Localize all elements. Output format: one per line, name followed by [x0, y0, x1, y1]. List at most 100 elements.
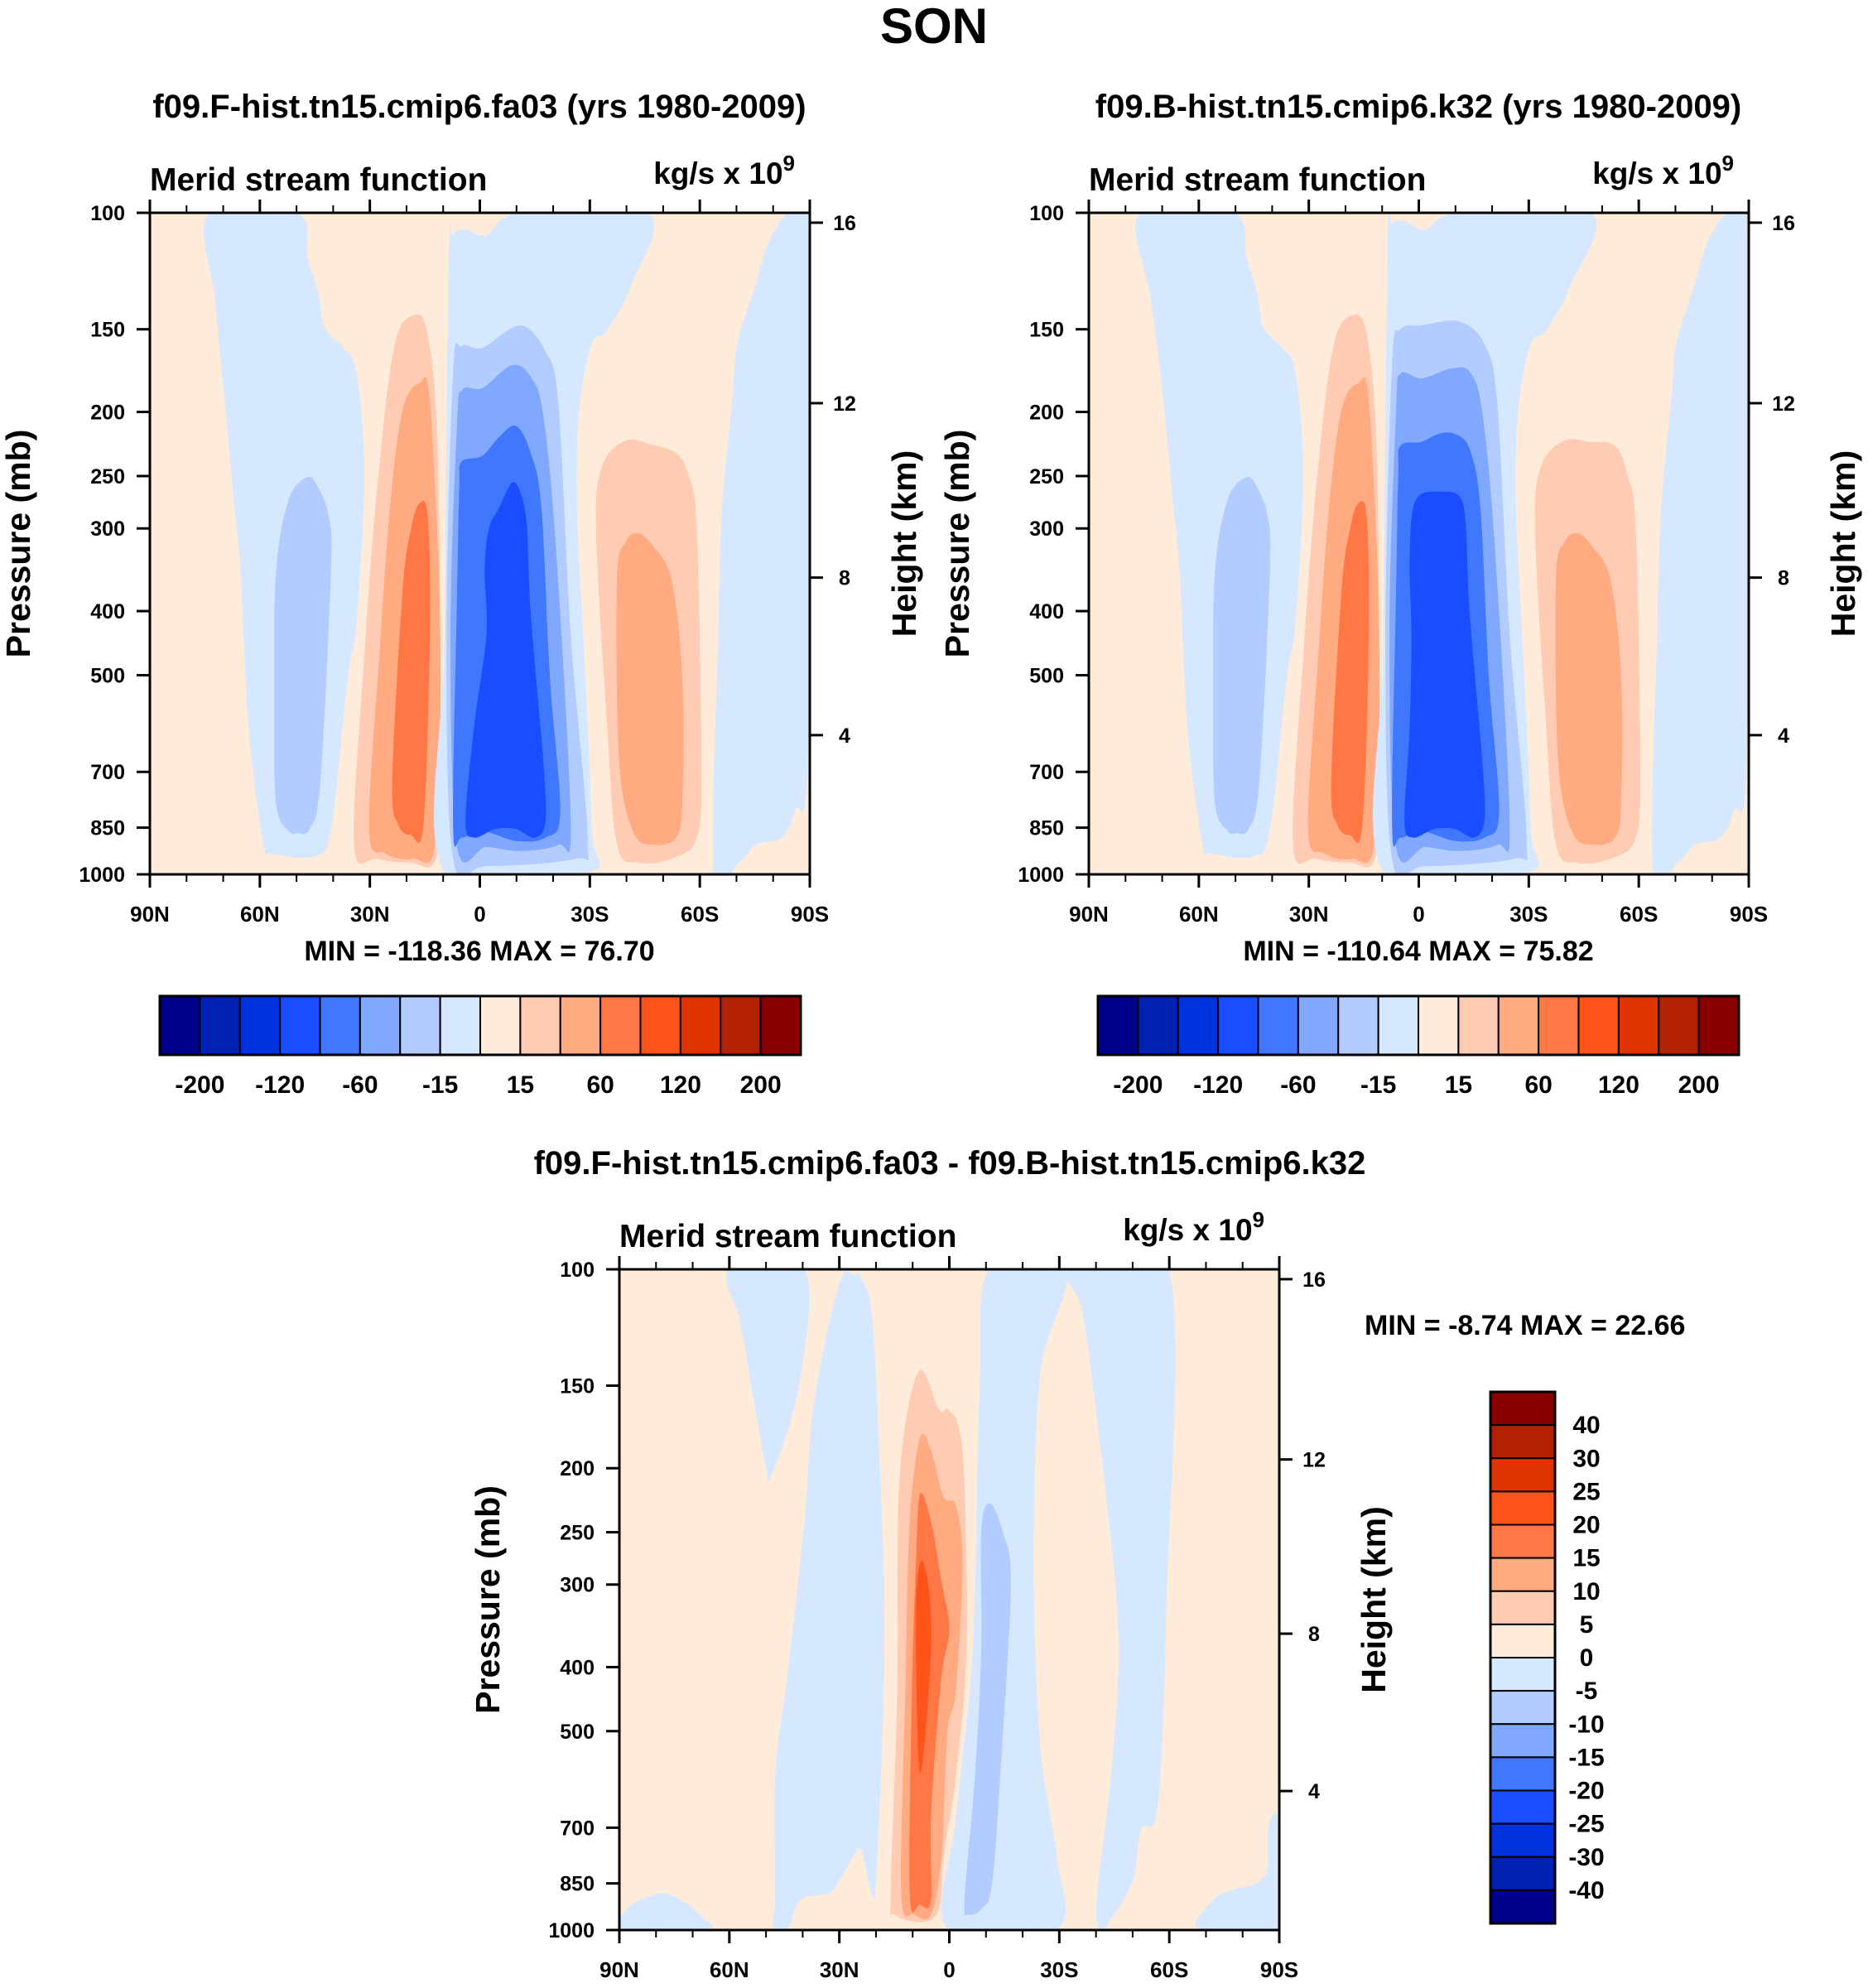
min-max-label: MIN = -8.74 MAX = 22.66 — [1365, 1310, 1685, 1341]
contour-region — [1195, 1812, 1279, 1930]
colorbar-box — [1490, 1822, 1556, 1858]
contour-region — [392, 500, 431, 844]
y-tick-label: 200 — [90, 402, 125, 425]
colorbar: 40 30 25 20 15 10 5 0 -5 -10 -15 -20 -25 -30 -40 — [1489, 1390, 1605, 1925]
y-tick-label: 300 — [90, 517, 125, 541]
x-tick-label: 90N — [130, 902, 170, 927]
colorbar-label: 30 — [1572, 1445, 1600, 1472]
colorbar-box — [1137, 995, 1179, 1056]
y-tick-label: 150 — [1029, 319, 1064, 342]
height-tick-label: 16 — [1302, 1268, 1326, 1292]
colorbar-box — [720, 995, 762, 1056]
x-tick-label: 90S — [791, 902, 829, 927]
variable-label: Merid stream function — [619, 1219, 956, 1254]
colorbar-box — [399, 995, 441, 1056]
units-base: kg/s x 10 — [653, 156, 782, 190]
variable-label: Merid stream function — [1089, 162, 1426, 198]
y-tick-label: 700 — [560, 1817, 595, 1840]
colorbar-label: -30 — [1568, 1844, 1604, 1871]
y-tick-label: 250 — [1029, 465, 1064, 489]
colorbar-box — [1490, 1657, 1556, 1692]
height-tick-label: 8 — [1778, 567, 1789, 590]
y-tick-label: 100 — [90, 202, 125, 225]
y-tick-label: 100 — [560, 1259, 595, 1282]
y-tick-label: 850 — [90, 817, 125, 840]
y-tick-label: 500 — [560, 1721, 595, 1744]
colorbar-box — [1658, 995, 1700, 1056]
colorbar-label: -25 — [1568, 1811, 1604, 1838]
contour-plot — [1089, 213, 1749, 874]
colorbar-box — [639, 995, 681, 1056]
x-tick-label: 90S — [1260, 1957, 1298, 1982]
colorbar-box — [1490, 1490, 1556, 1526]
x-tick-label: 90S — [1730, 902, 1768, 927]
contour-region — [725, 1269, 810, 1484]
colorbar-box — [1697, 995, 1740, 1056]
x-tick-label: 0 — [474, 902, 485, 927]
colorbar-label: -5 — [1576, 1678, 1598, 1705]
height-tick-label: 4 — [1308, 1780, 1320, 1803]
y-tick-label: 850 — [1029, 817, 1064, 840]
x-tick-label: 0 — [943, 1957, 955, 1982]
y-axis-right-title: Height (km) — [1355, 1506, 1393, 1693]
colorbar-box — [1490, 1590, 1556, 1625]
colorbar-label: 25 — [1572, 1478, 1600, 1505]
height-tick-label: 8 — [839, 567, 850, 590]
colorbar-label: -200 — [1113, 1071, 1163, 1099]
y-axis-right-title: Height (km) — [885, 450, 923, 638]
colorbar-box — [1418, 995, 1460, 1056]
colorbar-box — [599, 995, 642, 1056]
colorbar-box — [1490, 1856, 1556, 1891]
y-tick-label: 850 — [560, 1873, 595, 1896]
colorbar-box — [238, 995, 282, 1056]
height-tick-label: 12 — [833, 392, 856, 416]
y-tick-label: 1000 — [1018, 864, 1064, 887]
y-tick-label: 700 — [1029, 761, 1064, 784]
contour-region — [616, 532, 684, 845]
contour-region — [1651, 213, 1749, 874]
colorbar-label: 120 — [660, 1071, 701, 1099]
colorbar-label: 60 — [586, 1071, 614, 1099]
contour-region — [773, 1271, 885, 1930]
units-label: kg/s x 109 — [1123, 1207, 1264, 1247]
colorbar-box — [1297, 995, 1340, 1056]
units-exponent: 9 — [783, 151, 795, 176]
figure-title: SON — [880, 0, 988, 54]
colorbar-box — [1490, 1424, 1556, 1460]
y-tick-label: 150 — [560, 1375, 595, 1398]
colorbar-label: 15 — [1445, 1071, 1472, 1099]
y-tick-label: 1000 — [548, 1919, 595, 1942]
contour-region — [465, 482, 546, 838]
height-tick-label: 12 — [1302, 1449, 1326, 1472]
x-tick-label: 60S — [1620, 902, 1658, 927]
x-tick-label: 60S — [1150, 1957, 1188, 1982]
y-tick-label: 150 — [90, 319, 125, 342]
y-tick-label: 500 — [90, 664, 125, 687]
x-tick-label: 30N — [1289, 902, 1329, 927]
colorbar-box — [279, 995, 321, 1056]
colorbar-box — [1097, 995, 1139, 1056]
colorbar-box — [1490, 1756, 1556, 1792]
y-tick-label: 300 — [1029, 517, 1064, 541]
colorbar-label: 60 — [1524, 1071, 1552, 1099]
x-tick-label: 30N — [820, 1957, 859, 1982]
colorbar-box — [1490, 1789, 1556, 1825]
colorbar-label: 5 — [1580, 1611, 1594, 1639]
y-tick-label: 300 — [560, 1574, 595, 1597]
colorbar: -200 -120 -60 -15 15 60 120 200 — [1096, 994, 1740, 1099]
y-axis-title: Pressure (mb) — [469, 1485, 507, 1714]
colorbar-label: 120 — [1598, 1071, 1639, 1099]
colorbar-label: -20 — [1568, 1778, 1604, 1805]
colorbar-box — [439, 995, 481, 1056]
colorbar-label: 200 — [1678, 1071, 1720, 1099]
contour-region — [964, 1503, 1011, 1916]
colorbar-box — [519, 995, 561, 1056]
colorbar-box — [159, 995, 201, 1056]
x-tick-label: 60N — [710, 1957, 749, 1982]
y-tick-label: 200 — [560, 1457, 595, 1480]
y-axis-right-title: Height (km) — [1824, 450, 1862, 638]
units-exponent: 9 — [1253, 1207, 1264, 1232]
colorbar-label: 15 — [507, 1071, 534, 1099]
colorbar-box — [1217, 995, 1259, 1056]
